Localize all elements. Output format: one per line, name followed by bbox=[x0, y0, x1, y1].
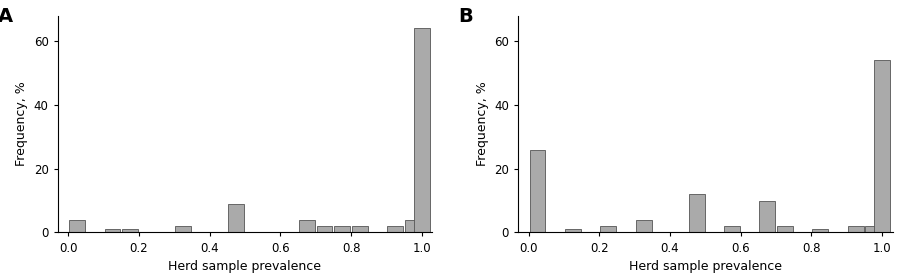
Bar bbox=[688, 194, 705, 232]
Bar bbox=[874, 60, 890, 232]
Y-axis label: Frequency, %: Frequency, % bbox=[15, 82, 28, 166]
Bar bbox=[529, 150, 545, 232]
Bar bbox=[176, 226, 191, 232]
Bar bbox=[565, 229, 581, 232]
Bar bbox=[724, 226, 740, 232]
Bar bbox=[848, 226, 864, 232]
Bar bbox=[299, 220, 315, 232]
Bar bbox=[777, 226, 793, 232]
X-axis label: Herd sample prevalence: Herd sample prevalence bbox=[629, 260, 782, 273]
Bar bbox=[414, 28, 429, 232]
Bar bbox=[69, 220, 86, 232]
Bar bbox=[387, 226, 403, 232]
Bar bbox=[122, 229, 138, 232]
Bar bbox=[760, 200, 775, 232]
Bar bbox=[352, 226, 368, 232]
Bar bbox=[229, 204, 244, 232]
Y-axis label: Frequency, %: Frequency, % bbox=[475, 82, 489, 166]
X-axis label: Herd sample prevalence: Herd sample prevalence bbox=[168, 260, 321, 273]
Bar bbox=[317, 226, 332, 232]
Bar bbox=[635, 220, 652, 232]
Bar bbox=[104, 229, 121, 232]
Bar bbox=[600, 226, 617, 232]
Bar bbox=[405, 220, 421, 232]
Bar bbox=[334, 226, 350, 232]
Bar bbox=[865, 226, 881, 232]
Bar bbox=[813, 229, 828, 232]
Text: B: B bbox=[458, 7, 473, 26]
Text: A: A bbox=[0, 7, 13, 26]
